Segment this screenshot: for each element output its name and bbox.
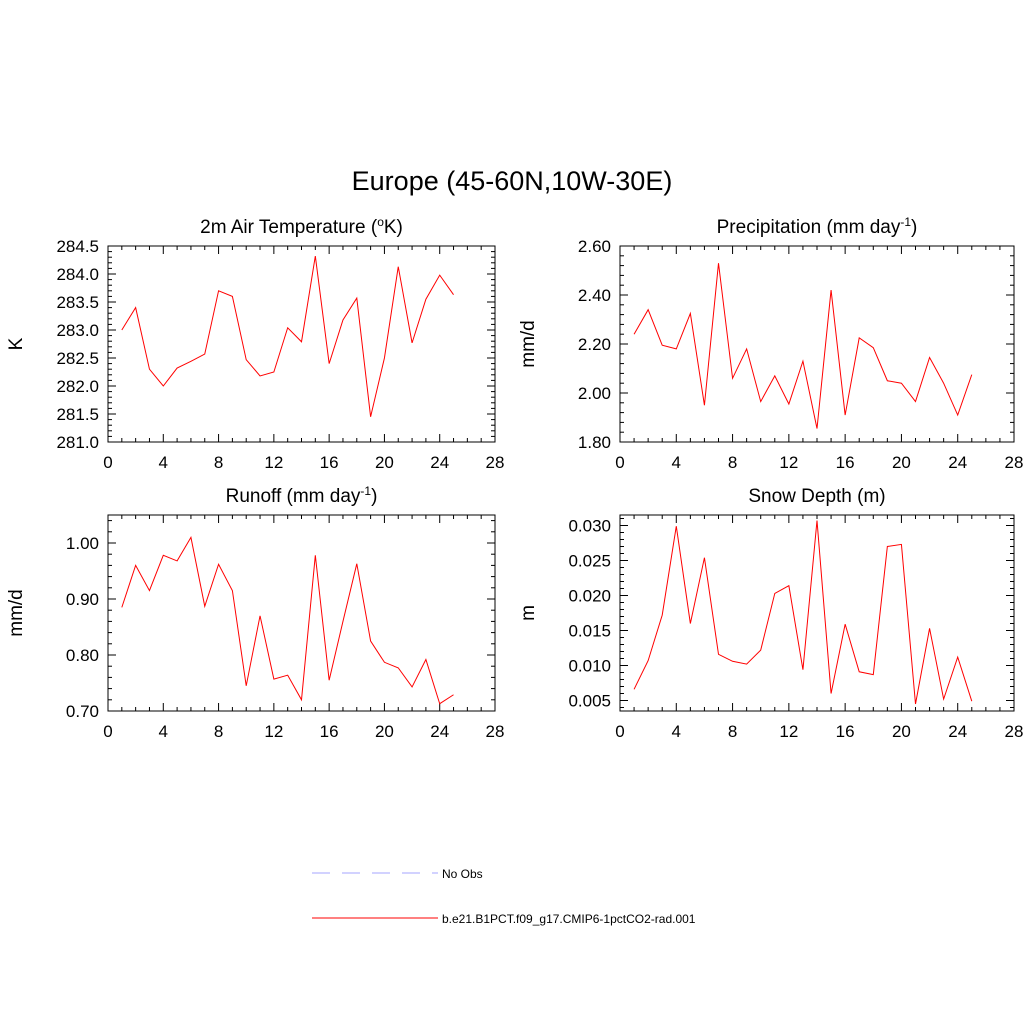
x-tick-label: 0 bbox=[103, 453, 112, 472]
y-tick-label: 2.40 bbox=[578, 286, 611, 305]
x-tick-label: 0 bbox=[615, 453, 624, 472]
series-line bbox=[121, 536, 454, 705]
y-tick-label: 282.5 bbox=[56, 349, 99, 368]
x-tick-label: 8 bbox=[728, 722, 737, 741]
x-tick-label: 20 bbox=[375, 453, 394, 472]
x-tick-label: 16 bbox=[320, 453, 339, 472]
x-tick-label: 0 bbox=[103, 722, 112, 741]
x-tick-label: 24 bbox=[430, 722, 449, 741]
y-tick-label: 0.005 bbox=[568, 692, 611, 711]
y-tick-label: 0.020 bbox=[568, 587, 611, 606]
y-axis-label: K bbox=[6, 337, 27, 350]
x-tick-label: 4 bbox=[672, 722, 681, 741]
x-tick-label: 4 bbox=[672, 453, 681, 472]
legend-entry: b.e21.B1PCT.f09_g17.CMIP6-1pctCO2-rad.00… bbox=[312, 912, 696, 926]
x-tick-label: 4 bbox=[159, 722, 168, 741]
y-tick-label: 0.90 bbox=[66, 590, 99, 609]
y-tick-label: 2.20 bbox=[578, 335, 611, 354]
plot-frame bbox=[107, 514, 496, 712]
x-tick-label: 20 bbox=[892, 453, 911, 472]
y-axis-label: mm/d bbox=[6, 589, 27, 637]
x-tick-label: 16 bbox=[836, 722, 855, 741]
y-tick-label: 284.5 bbox=[56, 237, 99, 256]
y-tick-label: 281.5 bbox=[56, 405, 99, 424]
legend: No Obs b.e21.B1PCT.f09_g17.CMIP6-1pctCO2-… bbox=[312, 867, 696, 926]
x-tick-label: 28 bbox=[1005, 722, 1024, 741]
series-line bbox=[121, 256, 454, 417]
plot-frame bbox=[107, 245, 496, 443]
series-line bbox=[633, 520, 973, 705]
x-tick-label: 28 bbox=[1005, 453, 1024, 472]
x-tick-label: 20 bbox=[375, 722, 394, 741]
panel-3: Runoff (mm day-1) mm/d 0 4 8 12 16 20 24 28 0.70 0.… bbox=[6, 484, 504, 741]
x-tick-label: 24 bbox=[948, 722, 967, 741]
panel-title: Snow Depth (m) bbox=[748, 486, 885, 507]
y-tick-label: 2.60 bbox=[578, 237, 611, 256]
y-tick-label: 0.015 bbox=[568, 622, 611, 641]
panel-1: 2m Air Temperature (oK) K 0 4 8 12 16 20 24 28 281… bbox=[6, 215, 504, 472]
x-tick-label: 16 bbox=[320, 722, 339, 741]
x-tick-label: 12 bbox=[264, 453, 283, 472]
y-tick-label: 0.010 bbox=[568, 657, 611, 676]
y-tick-label: 0.025 bbox=[568, 552, 611, 571]
plot-frame bbox=[619, 245, 1015, 443]
panel-4: Snow Depth (m) m 0 4 8 12 16 20 24 28 0.005 0.010 0.… bbox=[518, 486, 1023, 741]
x-tick-label: 24 bbox=[948, 453, 967, 472]
y-tick-label: 281.0 bbox=[56, 433, 99, 452]
x-tick-label: 28 bbox=[486, 453, 505, 472]
y-tick-label: 0.030 bbox=[568, 517, 611, 536]
y-axis-label: mm/d bbox=[518, 320, 539, 368]
y-tick-label: 283.5 bbox=[56, 293, 99, 312]
x-tick-label: 8 bbox=[214, 453, 223, 472]
y-tick-label: 1.00 bbox=[66, 534, 99, 553]
y-tick-label: 0.80 bbox=[66, 646, 99, 665]
panel-title: 2m Air Temperature (oK) bbox=[200, 215, 403, 238]
x-tick-label: 24 bbox=[430, 453, 449, 472]
y-tick-label: 282.0 bbox=[56, 377, 99, 396]
panels: 2m Air Temperature (oK)K0 4 8 12 16 20 24 28281… bbox=[6, 215, 1023, 741]
panel-title: Precipitation (mm day-1) bbox=[717, 215, 918, 238]
x-tick-label: 28 bbox=[486, 722, 505, 741]
x-tick-label: 4 bbox=[159, 453, 168, 472]
y-tick-label: 0.70 bbox=[66, 702, 99, 721]
x-tick-label: 12 bbox=[264, 722, 283, 741]
y-tick-label: 2.00 bbox=[578, 384, 611, 403]
x-tick-label: 0 bbox=[615, 722, 624, 741]
y-tick-label: 1.80 bbox=[578, 433, 611, 452]
y-tick-label: 283.0 bbox=[56, 321, 99, 340]
x-tick-label: 20 bbox=[892, 722, 911, 741]
legend-label: b.e21.B1PCT.f09_g17.CMIP6-1pctCO2-rad.00… bbox=[442, 912, 696, 926]
legend-entry: No Obs bbox=[312, 867, 483, 881]
x-tick-label: 8 bbox=[728, 453, 737, 472]
panel-2: Precipitation (mm day-1) mm/d 0 4 8 12 16 20 24 2… bbox=[518, 215, 1023, 472]
y-tick-label: 284.0 bbox=[56, 265, 99, 284]
panel-title: Runoff (mm day-1) bbox=[226, 484, 378, 507]
legend-label: No Obs bbox=[442, 867, 483, 881]
x-tick-label: 16 bbox=[836, 453, 855, 472]
x-tick-label: 12 bbox=[779, 453, 798, 472]
x-tick-label: 12 bbox=[779, 722, 798, 741]
y-axis-label: m bbox=[518, 605, 539, 621]
series-line bbox=[633, 263, 973, 429]
x-tick-label: 8 bbox=[214, 722, 223, 741]
figure-title: Europe (45-60N,10W-30E) bbox=[352, 166, 673, 196]
